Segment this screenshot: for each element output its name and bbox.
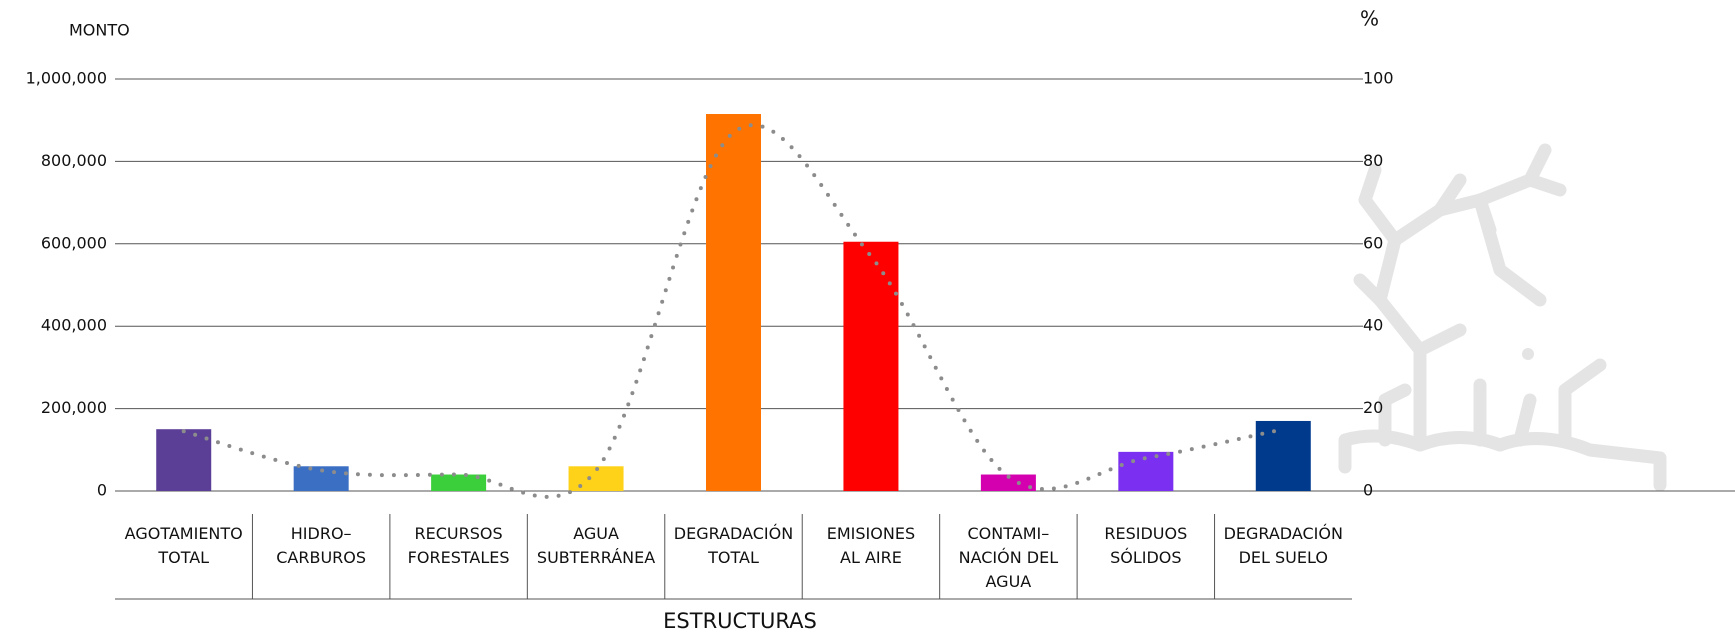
x-tick-label: DEGRADACIÓN TOTAL	[673, 524, 794, 567]
y-axis-title: MONTO	[69, 21, 130, 40]
y2-tick-label: 80	[1363, 151, 1383, 170]
y2-tick-label: 0	[1363, 481, 1373, 500]
x-tick-label: RECURSOS FORESTALES	[407, 524, 510, 567]
x-tick-label: EMISIONES AL AIRE	[826, 524, 916, 567]
bar	[980, 474, 1036, 491]
coral-dot	[1522, 348, 1534, 360]
bar	[843, 241, 899, 491]
y-tick-label: 400,000	[41, 316, 107, 335]
y2-tick-label: 60	[1363, 233, 1383, 252]
x-tick-label: AGUA SUBTERRÁNEA	[536, 524, 656, 567]
bar	[1255, 420, 1311, 491]
x-tick-label: CONTAMI– NACIÓN DEL AGUA	[958, 524, 1059, 591]
y-tick-label: 0	[97, 481, 107, 500]
bar	[431, 474, 487, 491]
coral-decoration	[1338, 143, 1667, 492]
y-tick-label: 800,000	[41, 151, 107, 170]
y2-tick-label: 100	[1363, 69, 1394, 88]
bar	[156, 429, 212, 491]
y-tick-label: 600,000	[41, 233, 107, 252]
x-tick-label: HIDRO– CARBUROS	[276, 524, 367, 567]
x-tick-label: DEGRADACIÓN DEL SUELO	[1223, 524, 1343, 567]
x-tick-label: AGOTAMIENTO TOTAL	[124, 524, 243, 567]
x-axis-title: ESTRUCTURAS	[663, 609, 817, 633]
y-tick-label: 200,000	[41, 398, 107, 417]
bar	[706, 114, 761, 492]
y2-axis-title: %	[1360, 7, 1379, 31]
y2-tick-label: 40	[1363, 316, 1383, 335]
x-tick-label: RESIDUOS SÓLIDOS	[1104, 524, 1188, 567]
y-tick-label: 1,000,000	[26, 69, 107, 88]
y2-tick-label: 20	[1363, 398, 1383, 417]
